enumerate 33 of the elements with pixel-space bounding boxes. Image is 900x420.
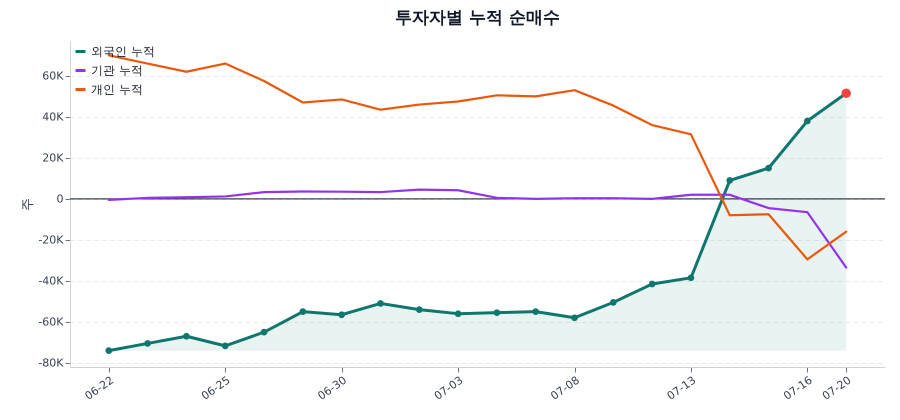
point [222,342,229,350]
point [260,328,268,336]
point [532,308,540,315]
y-tick-label: 40K [42,110,64,124]
y-tick-label: -40K [38,274,64,288]
point [377,300,384,307]
point [105,347,112,354]
y-tick-label: 20K [42,151,64,164]
point [804,118,811,124]
y-tick-label: 0 [56,192,64,206]
line-series [108,188,848,269]
point [765,164,772,172]
point [688,274,694,282]
point [144,340,151,347]
point [300,308,306,315]
y-tick-label: -80K [38,356,64,370]
chart-title: 투자자별 누적 순매수 [395,8,560,28]
y-axis-title: 주 [20,198,36,211]
point [610,299,617,306]
point [571,314,578,322]
legend-label: 외국인 누적 [91,44,155,58]
point [416,306,423,313]
point [338,311,346,318]
point [648,280,656,288]
point [183,332,190,340]
point [494,309,500,316]
point [726,177,734,184]
legend-label: 기관 누적 [91,64,143,78]
y-tick-label: -20K [38,233,64,246]
y-tick-label: -60K [38,315,64,328]
legend-label: 개인 누적 [91,82,143,96]
y-tick-label: 60K [42,69,64,82]
point [454,310,462,318]
